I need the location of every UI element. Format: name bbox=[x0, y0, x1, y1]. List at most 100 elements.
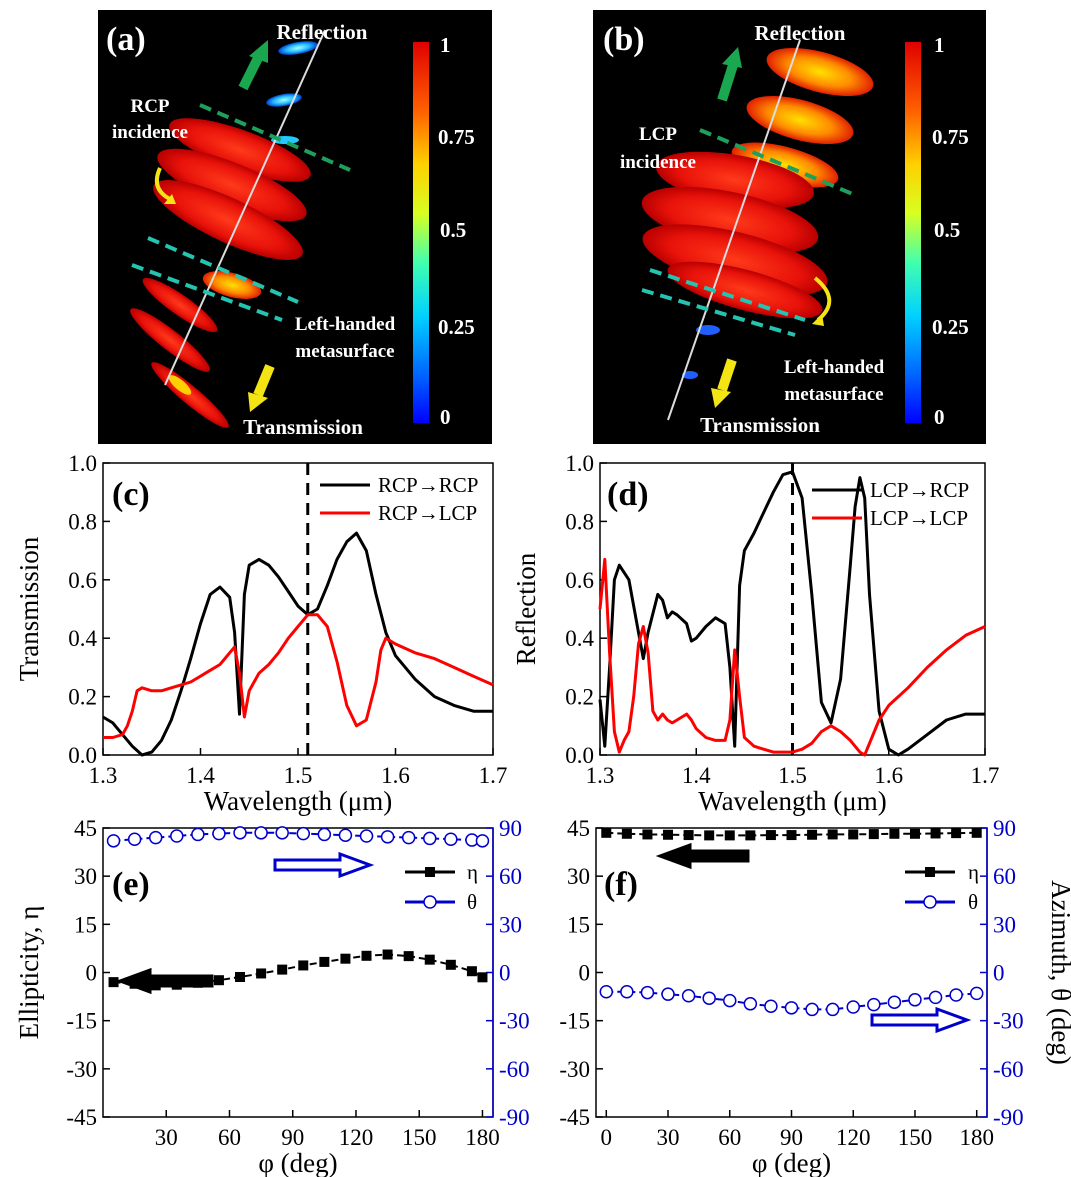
chart-panels: 1.3 1.4 1.5 1.6 1.7 0.0 0.2 0.4 0.6 0.8 1.0 RCP→RCP… bbox=[14, 451, 1071, 1177]
data-point-square-e bbox=[477, 972, 488, 983]
y-tick-label-e: -30 bbox=[66, 1057, 97, 1082]
data-point-square-f bbox=[621, 828, 632, 839]
x-tick-label-f: 90 bbox=[780, 1125, 803, 1150]
data-point-circle-f bbox=[928, 990, 943, 1005]
y2-tick-label-f: 30 bbox=[993, 912, 1016, 937]
y-tick-label-f: -30 bbox=[559, 1057, 590, 1082]
data-point-circle-e bbox=[359, 829, 374, 843]
data-point-circle-f bbox=[908, 993, 922, 1007]
x-tick-label-c: 1.6 bbox=[381, 763, 410, 788]
x-axis-label-f: φ (deg) bbox=[752, 1148, 831, 1177]
data-point-square-f bbox=[786, 830, 797, 841]
chart-panel-e: 30 60 90 120 150 180 -45 -30 -15 0 15 30 45 -90 -60 -30… bbox=[14, 816, 530, 1177]
chart-panel-f: 0 30 60 90 120 150 180 -45 -30 -15 0 15 30 45 -90 -60 -3… bbox=[559, 816, 1071, 1177]
panel-a-transmission-arrow bbox=[248, 364, 275, 412]
data-point-circle-f bbox=[846, 1000, 860, 1014]
legend-label-d: LCP→RCP bbox=[870, 478, 969, 502]
x-tick-label-f: 150 bbox=[898, 1125, 933, 1150]
y-tick-label-c: 0.4 bbox=[68, 626, 97, 651]
data-point-circle-f bbox=[969, 986, 984, 1001]
y2-tick-label-f: 60 bbox=[993, 864, 1016, 889]
panel-a-colorbar-tick-05: 0.5 bbox=[440, 218, 466, 242]
x-tick-label-c: 1.3 bbox=[89, 763, 118, 788]
series-line-c-0 bbox=[102, 531, 493, 757]
panel-b-colorbar-tick-075: 0.75 bbox=[932, 125, 969, 149]
y2-tick-label-e: 30 bbox=[499, 912, 522, 937]
x-tick-label-f: 120 bbox=[836, 1125, 871, 1150]
y-axis-label-c: Transmission bbox=[14, 536, 44, 681]
data-point-circle-f bbox=[661, 987, 675, 1001]
data-point-circle-e bbox=[475, 834, 490, 848]
panel-a-metasurface-label-2: metasurface bbox=[295, 341, 394, 362]
y-tick-label-d: 1.0 bbox=[565, 451, 594, 476]
y-tick-label-e: 0 bbox=[86, 961, 98, 986]
y-tick-label-d: 0.2 bbox=[565, 685, 594, 710]
y-tick-label-e: 45 bbox=[74, 816, 97, 841]
panel-a-letter: (a) bbox=[106, 21, 146, 58]
panel-a-dashed-line-upper bbox=[199, 103, 351, 172]
x-tick-label-e: 180 bbox=[465, 1125, 500, 1150]
panel-letter-c: (c) bbox=[112, 476, 150, 513]
panel-b-colorbar-tick-05: 0.5 bbox=[934, 218, 960, 242]
panel-b-metasurface-label-2: metasurface bbox=[784, 384, 883, 405]
data-point-square-f bbox=[642, 829, 653, 840]
y2-tick-label-f: -90 bbox=[993, 1105, 1024, 1130]
x-tick-label-e: 30 bbox=[155, 1125, 178, 1150]
y-tick-label-f: -15 bbox=[559, 1009, 590, 1034]
panel-b-colorbar bbox=[905, 42, 921, 423]
panel-letter-e: (e) bbox=[112, 866, 150, 903]
data-point-circle-f bbox=[805, 1002, 819, 1017]
data-point-square-e bbox=[445, 959, 456, 970]
x-tick-label-d: 1.7 bbox=[971, 763, 1000, 788]
x-tick-label-e: 150 bbox=[402, 1125, 437, 1150]
y-tick-label-f: 45 bbox=[567, 816, 590, 841]
panel-b-illustration: (b) Reflection LCP incidence Left-handed… bbox=[593, 10, 986, 444]
y-tick-label-e: -15 bbox=[66, 1009, 97, 1034]
y-tick-label-e: 15 bbox=[74, 912, 97, 937]
y-tick-label-d: 0.6 bbox=[565, 568, 594, 593]
panel-b-transmission-label: Transmission bbox=[700, 413, 820, 437]
y-tick-label-d: 0.4 bbox=[565, 626, 594, 651]
panel-letter-f: (f) bbox=[604, 866, 638, 903]
x-tick-label-d: 1.3 bbox=[586, 763, 615, 788]
data-point-circle-e bbox=[127, 832, 142, 846]
data-point-circle-f bbox=[640, 985, 655, 1000]
data-point-circle-f bbox=[867, 997, 881, 1012]
legend-marker-e bbox=[423, 895, 437, 909]
y-tick-label-e: -45 bbox=[66, 1105, 97, 1130]
data-point-circle-f bbox=[784, 1001, 799, 1015]
left-axis-arrow-e bbox=[115, 967, 214, 995]
x-tick-label-e: 120 bbox=[339, 1125, 374, 1150]
data-point-square-e bbox=[340, 953, 351, 964]
panel-b-letter: (b) bbox=[603, 21, 645, 58]
panel-b-dashed-line-mid bbox=[649, 268, 806, 322]
y-tick-label-c: 0.6 bbox=[68, 568, 97, 593]
y-tick-label-f: 15 bbox=[567, 912, 590, 937]
legend-label-f: η bbox=[968, 860, 979, 884]
y-tick-label-f: 30 bbox=[567, 864, 590, 889]
y-axis-label-e: Ellipticity, η bbox=[14, 906, 44, 1040]
panel-a-incidence-label-2: incidence bbox=[112, 122, 188, 143]
data-point-square-e bbox=[277, 964, 288, 975]
legend-marker-f bbox=[925, 867, 935, 877]
panel-b-dashed-line-upper bbox=[699, 128, 856, 197]
series-line-d-1 bbox=[598, 557, 986, 757]
legend-marker-e bbox=[425, 867, 435, 877]
y2-tick-label-f: -60 bbox=[993, 1057, 1024, 1082]
data-point-square-e bbox=[256, 968, 267, 979]
data-point-circle-e bbox=[106, 834, 121, 848]
panel-b-incidence-label-2: incidence bbox=[620, 152, 696, 173]
data-point-square-f bbox=[663, 829, 674, 840]
panel-b-propagation-axis bbox=[667, 39, 801, 421]
y2-tick-label-e: -30 bbox=[499, 1009, 530, 1034]
x-tick-label-d: 1.5 bbox=[778, 763, 807, 788]
panel-a-reflection-arrow bbox=[238, 40, 268, 91]
legend-label-c: RCP→LCP bbox=[378, 501, 477, 525]
data-point-circle-f bbox=[681, 989, 696, 1003]
panel-a-metasurface-label-1: Left-handed bbox=[295, 314, 396, 335]
panel-a-colorbar-tick-0: 0 bbox=[440, 405, 451, 429]
panel-b-dashed-line-lower bbox=[641, 288, 796, 337]
data-point-circle-e bbox=[254, 826, 268, 840]
panel-b-metasurface-label-1: Left-handed bbox=[784, 357, 885, 378]
data-point-circle-e bbox=[317, 827, 332, 842]
